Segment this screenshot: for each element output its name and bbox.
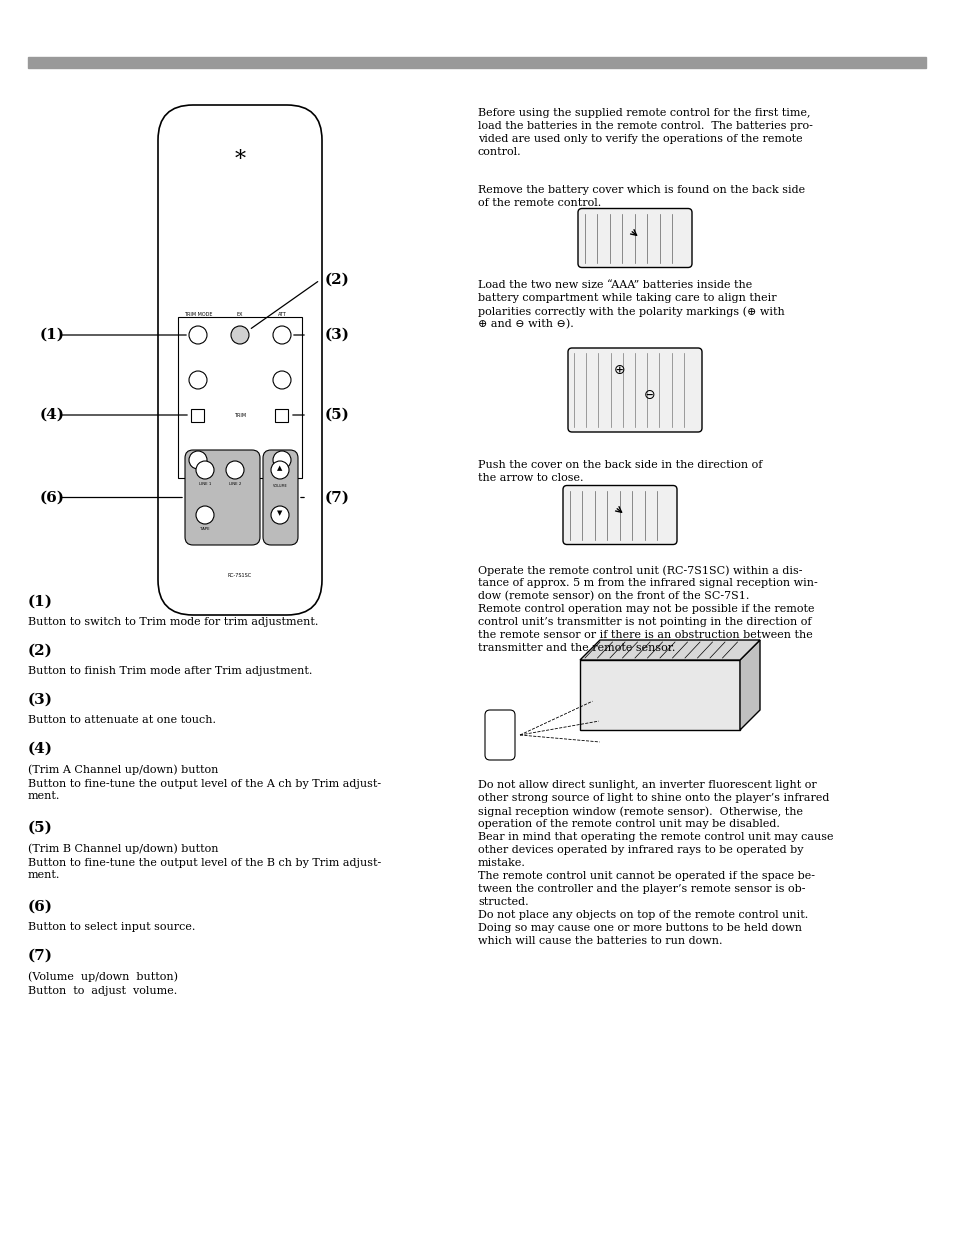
Text: (5): (5) [28,821,52,835]
Text: other devices operated by infrared rays to be operated by: other devices operated by infrared rays … [477,845,802,855]
Text: polarities correctly with the polarity markings (⊕ with: polarities correctly with the polarity m… [477,306,784,316]
Circle shape [189,326,207,345]
Text: RC-7S1SC: RC-7S1SC [228,573,252,578]
Text: Operate the remote control unit (RC-7S1SC) within a dis-: Operate the remote control unit (RC-7S1S… [477,564,801,576]
Text: the arrow to close.: the arrow to close. [477,473,583,483]
Text: ATT: ATT [277,312,286,317]
Text: (4): (4) [40,408,65,422]
Text: (Trim B Channel up/down) button: (Trim B Channel up/down) button [28,844,218,853]
Text: Button to fine-tune the output level of the B ch by Trim adjust-
ment.: Button to fine-tune the output level of … [28,858,381,879]
Text: (Volume  up/down  button): (Volume up/down button) [28,971,178,982]
Text: VOLUME: VOLUME [273,484,287,488]
Text: structed.: structed. [477,897,528,906]
Circle shape [189,451,207,469]
Bar [192,409,204,421]
Text: (7): (7) [28,948,53,963]
Bar [275,409,288,421]
Text: dow (remote sensor) on the front of the SC-7S1.: dow (remote sensor) on the front of the … [477,592,749,601]
Text: transmitter and the remote sensor.: transmitter and the remote sensor. [477,643,675,653]
Text: tween the controller and the player’s remote sensor is ob-: tween the controller and the player’s re… [477,884,804,894]
Text: Remote control operation may not be possible if the remote: Remote control operation may not be poss… [477,604,814,614]
Text: (5): (5) [325,408,350,422]
Text: other strong source of light to shine onto the player’s infrared: other strong source of light to shine on… [477,793,828,803]
FancyBboxPatch shape [579,659,740,730]
Circle shape [273,326,291,345]
Text: Button  to  adjust  volume.: Button to adjust volume. [28,986,177,995]
Circle shape [271,506,289,524]
Bar [28,57,925,68]
Text: control.: control. [477,147,521,157]
Bar [178,317,302,478]
Text: Button to finish Trim mode after Trim adjustment.: Button to finish Trim mode after Trim ad… [28,666,312,676]
Text: ▼: ▼ [277,510,282,516]
Text: ⊖: ⊖ [643,388,655,403]
Text: (6): (6) [28,900,53,914]
Text: TRIM: TRIM [233,412,246,417]
Text: ⊕ and ⊖ with ⊖).: ⊕ and ⊖ with ⊖). [477,319,573,330]
Polygon shape [740,640,760,730]
Text: Load the two new size “AAA” batteries inside the: Load the two new size “AAA” batteries in… [477,280,752,290]
Text: Doing so may cause one or more buttons to be held down: Doing so may cause one or more buttons t… [477,923,801,932]
Text: (7): (7) [325,490,350,505]
Text: TAPE: TAPE [200,527,210,531]
Text: Push the cover on the back side in the direction of: Push the cover on the back side in the d… [477,459,761,471]
Text: vided are used only to verify the operations of the remote: vided are used only to verify the operat… [477,135,801,144]
Text: The remote control unit cannot be operated if the space be-: The remote control unit cannot be operat… [477,871,814,881]
Text: ▲: ▲ [277,466,282,471]
Circle shape [231,326,249,345]
Text: tance of approx. 5 m from the infrared signal reception win-: tance of approx. 5 m from the infrared s… [477,578,817,588]
Text: ⊕: ⊕ [614,363,625,377]
Circle shape [226,461,244,479]
Text: (Trim A Channel up/down) button: (Trim A Channel up/down) button [28,764,218,774]
Text: Before using the supplied remote control for the first time,: Before using the supplied remote control… [477,107,810,119]
Circle shape [189,370,207,389]
Text: (2): (2) [325,273,350,287]
FancyBboxPatch shape [578,209,691,268]
Text: signal reception window (remote sensor).  Otherwise, the: signal reception window (remote sensor).… [477,806,802,816]
Text: Remove the battery cover which is found on the back side: Remove the battery cover which is found … [477,185,804,195]
Text: (2): (2) [28,643,52,658]
FancyBboxPatch shape [263,450,297,545]
Circle shape [195,506,213,524]
Text: which will cause the batteries to run down.: which will cause the batteries to run do… [477,936,721,946]
Circle shape [273,370,291,389]
Text: (6): (6) [40,490,65,505]
Circle shape [195,461,213,479]
Text: Do not allow direct sunlight, an inverter fluorescent light or: Do not allow direct sunlight, an inverte… [477,781,816,790]
Text: TRIM MODE: TRIM MODE [184,312,212,317]
Text: EX: EX [236,312,243,317]
Text: of the remote control.: of the remote control. [477,198,600,207]
Text: battery compartment while taking care to align their: battery compartment while taking care to… [477,293,776,303]
Text: (1): (1) [28,595,53,609]
FancyBboxPatch shape [185,450,260,545]
Text: ∗: ∗ [233,144,247,165]
Text: control unit’s transmitter is not pointing in the direction of: control unit’s transmitter is not pointi… [477,618,811,627]
Text: LINE 1: LINE 1 [198,482,211,487]
Text: (3): (3) [325,329,350,342]
FancyBboxPatch shape [158,105,322,615]
Text: load the batteries in the remote control.  The batteries pro-: load the batteries in the remote control… [477,121,812,131]
FancyBboxPatch shape [562,485,677,545]
Text: Button to fine-tune the output level of the A ch by Trim adjust-
ment.: Button to fine-tune the output level of … [28,779,381,800]
Text: Bear in mind that operating the remote control unit may cause: Bear in mind that operating the remote c… [477,832,833,842]
Text: (4): (4) [28,742,53,756]
Text: operation of the remote control unit may be disabled.: operation of the remote control unit may… [477,819,779,829]
Polygon shape [579,640,760,659]
Text: (1): (1) [40,329,65,342]
Circle shape [273,451,291,469]
Circle shape [271,461,289,479]
Text: Button to select input source.: Button to select input source. [28,923,195,932]
Text: mistake.: mistake. [477,858,525,868]
Text: (3): (3) [28,693,53,706]
Text: Button to switch to Trim mode for trim adjustment.: Button to switch to Trim mode for trim a… [28,618,318,627]
Text: Button to attenuate at one touch.: Button to attenuate at one touch. [28,715,215,725]
FancyBboxPatch shape [484,710,515,760]
Text: LINE 2: LINE 2 [229,482,241,487]
FancyBboxPatch shape [567,348,701,432]
Text: the remote sensor or if there is an obstruction between the: the remote sensor or if there is an obst… [477,630,812,640]
Text: Do not place any objects on top of the remote control unit.: Do not place any objects on top of the r… [477,910,807,920]
